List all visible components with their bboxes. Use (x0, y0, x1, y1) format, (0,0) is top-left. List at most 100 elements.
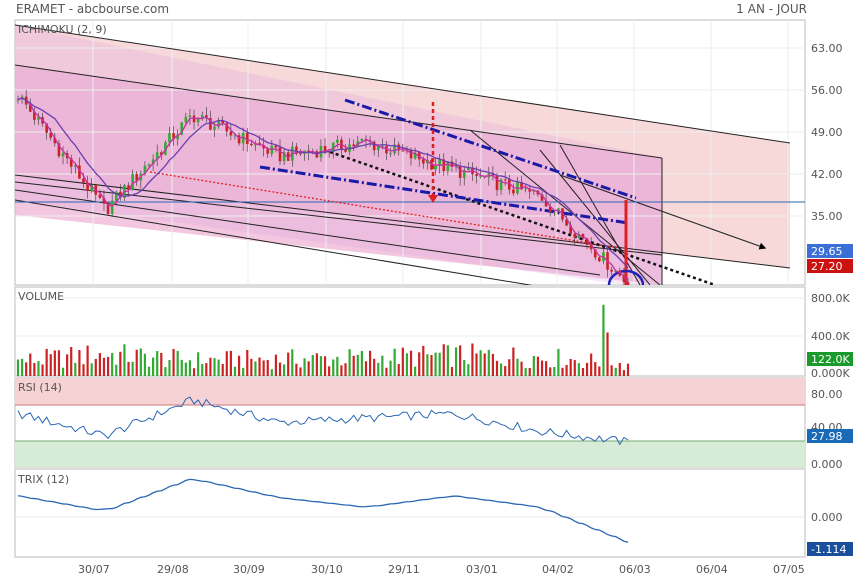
volume-bar (512, 347, 515, 376)
svg-text:63.00: 63.00 (811, 42, 843, 55)
volume-bar (160, 352, 163, 376)
volume-bar (405, 353, 409, 376)
svg-text:06/03: 06/03 (619, 563, 651, 576)
volume-bar (463, 359, 466, 376)
candle (172, 133, 175, 140)
candle (295, 146, 298, 153)
volume-bar (315, 353, 318, 376)
candle (45, 123, 48, 133)
candle (299, 152, 302, 155)
volume-bar (270, 369, 273, 376)
candle (450, 161, 454, 167)
volume-bar (287, 352, 290, 376)
volume-bar (389, 360, 392, 376)
candle (577, 233, 581, 238)
candle (188, 115, 192, 117)
volume-bar (221, 364, 224, 376)
volume-bar (348, 349, 351, 376)
volume-bar (299, 367, 302, 376)
candle (274, 145, 278, 148)
svg-text:0.000: 0.000 (811, 458, 843, 471)
candle (209, 118, 212, 130)
candle (155, 152, 159, 160)
volume-bar (393, 348, 396, 376)
volume-bar (414, 366, 417, 376)
volume-bar (516, 358, 519, 376)
candle (381, 146, 384, 148)
chart-header: ERAMET - abcbourse.com 1 AN - JOUR (0, 0, 855, 18)
candle (323, 145, 327, 152)
candle (86, 182, 89, 191)
candle (245, 132, 249, 144)
volume-bar (242, 367, 245, 376)
candle (479, 175, 482, 177)
badge-high: 29.65 (811, 245, 843, 258)
volume-bar (528, 367, 531, 376)
volume-bar (53, 350, 56, 376)
volume-bar (336, 356, 339, 376)
volume-badge: 122.0K (811, 353, 850, 366)
volume-bar (41, 364, 44, 376)
volume-bar (409, 350, 413, 376)
volume-bar (377, 362, 380, 376)
candle (131, 174, 134, 190)
svg-text:29/11: 29/11 (388, 563, 420, 576)
rsi-line (17, 396, 629, 446)
volume-bar (98, 353, 101, 376)
candle (307, 150, 310, 153)
candle (491, 173, 495, 176)
candle (28, 104, 32, 112)
volume-bar (66, 354, 69, 376)
candle (278, 147, 282, 162)
volume-bar (602, 304, 605, 376)
trix-badge: -1.114 (811, 543, 846, 556)
candle (241, 132, 245, 144)
candle (106, 203, 110, 214)
volume-bar (573, 360, 576, 376)
volume-bar (332, 359, 335, 376)
volume-bar (581, 368, 585, 376)
volume-bar (217, 359, 220, 376)
volume-bar (569, 358, 572, 376)
volume-bar (540, 360, 544, 376)
svg-text:35.00: 35.00 (811, 210, 843, 223)
candle (553, 211, 556, 213)
volume-bar (119, 351, 122, 376)
tenkan-line (17, 97, 629, 283)
svg-text:30/07: 30/07 (78, 563, 110, 576)
volume-bar (152, 357, 155, 376)
rsi-badge: 27.98 (811, 430, 843, 443)
volume-bar (422, 345, 425, 376)
volume-bar (454, 347, 458, 376)
candle (196, 117, 200, 123)
candle (544, 200, 548, 207)
volume-bar (483, 353, 486, 376)
candle (331, 142, 335, 153)
volume-bar (205, 363, 208, 376)
candle (598, 257, 601, 262)
candle (360, 139, 364, 141)
volume-bar (143, 353, 147, 376)
candle (593, 249, 597, 258)
volume-bar (340, 365, 343, 376)
volume-bar (495, 360, 499, 376)
volume-bar (426, 354, 429, 376)
candle (344, 149, 347, 152)
volume-bar (266, 360, 269, 376)
volume-bar (258, 357, 261, 376)
candle (589, 244, 593, 250)
volume-bar (283, 364, 286, 376)
volume-bars (16, 304, 630, 376)
candle (512, 189, 515, 194)
volume-bar (381, 355, 384, 376)
volume-bar (197, 352, 200, 376)
volume-bar (561, 367, 564, 376)
volume-bar (553, 367, 556, 376)
volume-bar (225, 351, 228, 376)
candle (622, 275, 626, 282)
volume-bar (131, 361, 134, 376)
svg-text:30/10: 30/10 (311, 563, 343, 576)
volume-bar (229, 350, 232, 376)
volume-bar (176, 350, 179, 376)
svg-text:42.00: 42.00 (811, 168, 843, 181)
